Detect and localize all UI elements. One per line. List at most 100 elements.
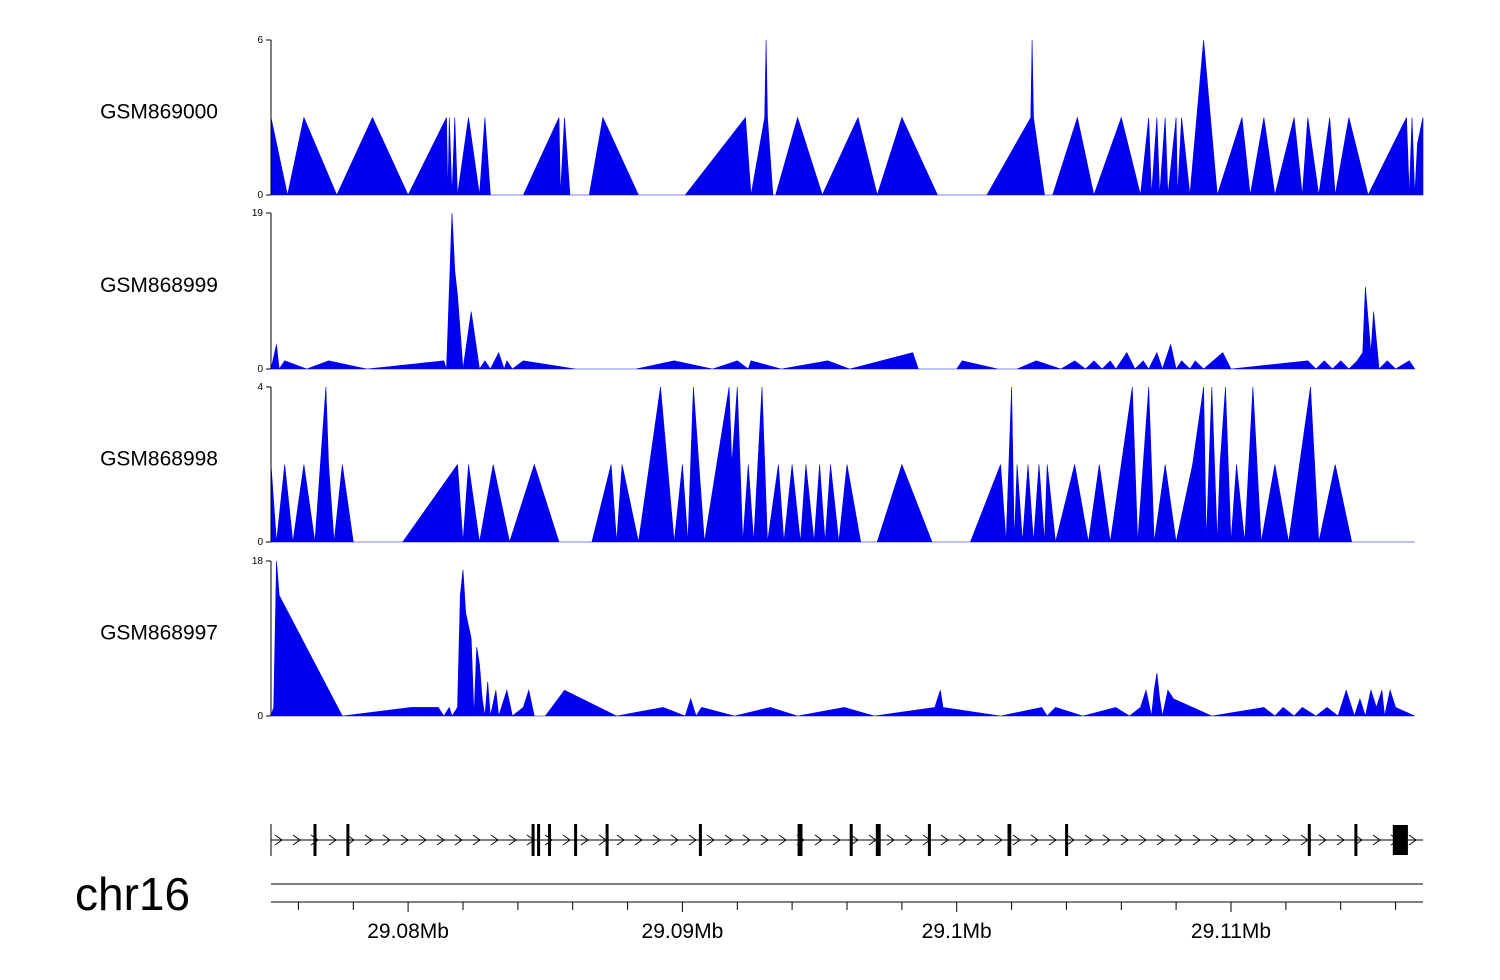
strand-arrow xyxy=(1408,834,1417,846)
y-tick-label-max: 4 xyxy=(257,382,263,393)
strand-arrow xyxy=(490,834,499,846)
exon xyxy=(1065,824,1069,856)
exon xyxy=(1392,825,1408,855)
y-tick-label-min: 0 xyxy=(257,537,263,548)
strand-arrow xyxy=(1246,834,1255,846)
strand-arrow xyxy=(328,834,337,846)
gene-model-track xyxy=(270,824,1423,856)
strand-arrow xyxy=(1372,834,1381,846)
exon xyxy=(605,824,609,856)
strand-arrow xyxy=(1192,834,1201,846)
strand-arrow xyxy=(418,834,427,846)
signal-area-GSM868998 xyxy=(270,386,1415,544)
strand-arrow xyxy=(724,834,733,846)
strand-arrow xyxy=(832,834,841,846)
track-label-GSM869000: GSM869000 xyxy=(100,101,218,124)
strand-arrow xyxy=(1228,834,1237,846)
genome-axis: 29.08Mb 29.09Mb 29.1Mb 29.11Mb xyxy=(271,883,1423,943)
exon xyxy=(574,824,578,856)
track-GSM868998: 4 0 GSM868998 xyxy=(100,382,1415,548)
strand-arrow xyxy=(382,834,391,846)
signal-area-GSM869000 xyxy=(270,39,1424,197)
exon xyxy=(1007,824,1012,856)
strand-arrow xyxy=(454,834,463,846)
strand-arrow xyxy=(544,834,553,846)
track-label-GSM868999: GSM868999 xyxy=(100,274,218,297)
strand-arrow xyxy=(364,834,373,846)
x-tick-label: 29.11Mb xyxy=(1191,920,1271,943)
strand-arrow xyxy=(634,834,643,846)
exon xyxy=(927,824,931,856)
strand-arrow xyxy=(688,834,697,846)
strand-arrow xyxy=(940,834,949,846)
exon xyxy=(1354,824,1358,856)
strand-arrow xyxy=(1336,834,1345,846)
exon xyxy=(531,824,535,856)
y-tick-label-max: 19 xyxy=(252,208,264,219)
exon xyxy=(849,824,853,856)
x-tick-label: 29.09Mb xyxy=(642,920,724,943)
strand-arrow xyxy=(580,834,589,846)
strand-arrow xyxy=(472,834,481,846)
strand-arrow xyxy=(400,834,409,846)
strand-arrow xyxy=(670,834,679,846)
strand-arrow xyxy=(760,834,769,846)
x-tick-label: 29.1Mb xyxy=(922,920,992,943)
chromosome-label: chr16 xyxy=(75,868,190,920)
strand-arrow xyxy=(616,834,625,846)
y-tick-label-max: 6 xyxy=(257,35,263,46)
exon xyxy=(1307,824,1311,856)
strand-arrow xyxy=(1138,834,1147,846)
y-tick-label-min: 0 xyxy=(257,364,263,375)
y-tick-label-min: 0 xyxy=(257,190,263,201)
strand-arrow xyxy=(1012,834,1021,846)
strand-arrow xyxy=(1084,834,1093,846)
exon xyxy=(875,824,881,856)
strand-arrow xyxy=(436,834,445,846)
exon xyxy=(537,824,541,856)
track-GSM868999: 19 0 GSM868999 xyxy=(100,208,1416,375)
strand-arrow xyxy=(1066,834,1075,846)
strand-arrow xyxy=(652,834,661,846)
strand-arrow xyxy=(1030,834,1039,846)
exon xyxy=(548,824,551,856)
track-label-GSM868997: GSM868997 xyxy=(100,622,218,645)
signal-tracks: 6 0 GSM869000 19 0 GSM868999 4 0 GSM868998 18 0 GSM… xyxy=(100,35,1424,722)
track-label-GSM868998: GSM868998 xyxy=(100,448,218,471)
strand-arrow xyxy=(508,834,517,846)
strand-arrow xyxy=(706,834,715,846)
signal-area-GSM868999 xyxy=(270,212,1416,370)
strand-arrow xyxy=(814,834,823,846)
strand-arrow xyxy=(1318,834,1327,846)
strand-arrow xyxy=(778,834,787,846)
strand-arrow xyxy=(1282,834,1291,846)
strand-arrow xyxy=(1156,834,1165,846)
y-tick-label-max: 18 xyxy=(252,556,264,567)
strand-arrow xyxy=(1264,834,1273,846)
exon xyxy=(346,824,350,856)
exon xyxy=(698,824,702,856)
strand-arrow xyxy=(562,834,571,846)
strand-arrow xyxy=(310,834,319,846)
strand-arrow xyxy=(994,834,1003,846)
strand-arrow xyxy=(1120,834,1129,846)
strand-arrow xyxy=(1048,834,1057,846)
track-GSM868997: 18 0 GSM868997 xyxy=(100,556,1415,722)
strand-arrow xyxy=(1174,834,1183,846)
strand-arrow xyxy=(976,834,985,846)
x-tick-label: 29.08Mb xyxy=(367,920,449,943)
strand-arrow xyxy=(1210,834,1219,846)
exon xyxy=(797,824,803,856)
exon xyxy=(313,824,317,856)
strand-arrow xyxy=(850,834,859,846)
strand-arrow xyxy=(904,834,913,846)
signal-area-GSM868997 xyxy=(270,560,1415,718)
strand-arrow xyxy=(1102,834,1111,846)
strand-arrow xyxy=(742,834,751,846)
strand-arrow xyxy=(292,834,301,846)
strand-arrow xyxy=(886,834,895,846)
strand-arrow xyxy=(958,834,967,846)
y-tick-label-min: 0 xyxy=(257,711,263,722)
strand-arrow xyxy=(274,834,283,846)
